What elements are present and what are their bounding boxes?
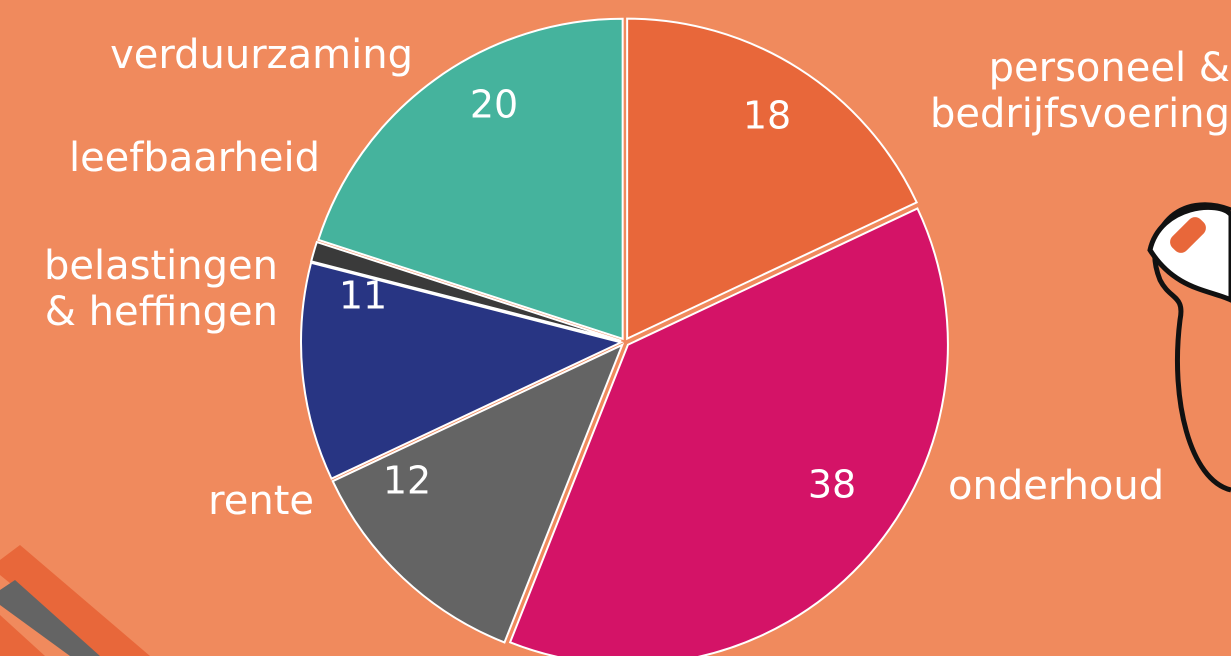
value-label: 11 <box>339 274 387 318</box>
category-label: onderhoud <box>948 463 1208 509</box>
pie: 18381211120 <box>301 19 948 656</box>
category-label: leefbaarheid <box>20 135 320 181</box>
value-label: 18 <box>743 94 791 138</box>
value-label: 12 <box>383 459 431 503</box>
value-label: 20 <box>470 83 518 127</box>
value-label: 38 <box>808 463 856 507</box>
category-label: personeel & bedrijfsvoering <box>870 45 1230 137</box>
page: 18381211120 personeel & bedrijfsvoeringo… <box>0 0 1231 656</box>
category-label: rente <box>100 478 314 524</box>
category-label: belastingen & heffingen <box>20 243 278 335</box>
category-label: verduurzaming <box>40 32 413 78</box>
